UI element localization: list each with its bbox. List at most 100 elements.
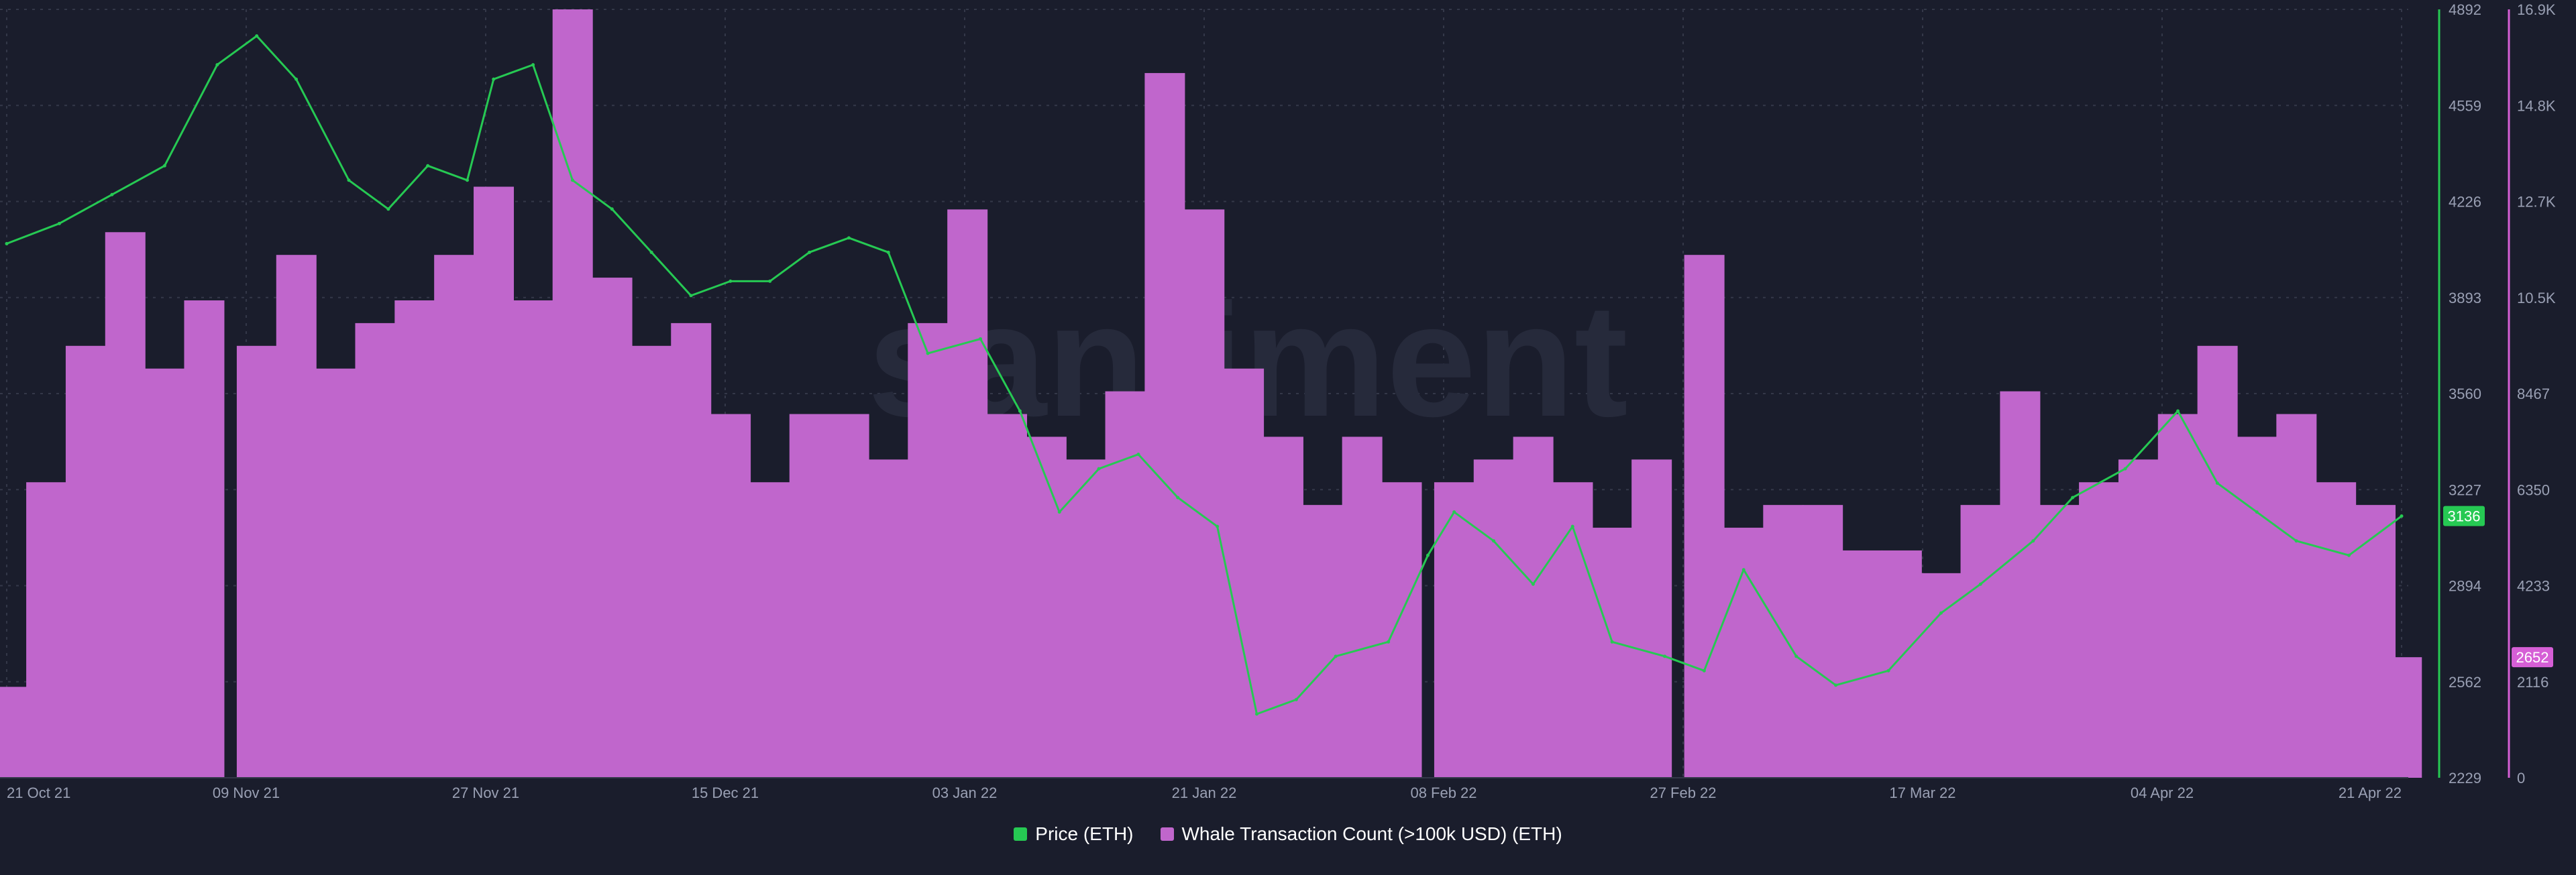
whale-bar [2276,414,2317,778]
left-axis-tick-label: 4892 [2449,1,2481,18]
whale-bar [184,300,225,778]
price-point [926,351,930,355]
price-point [1097,467,1101,471]
x-tick-label: 21 Apr 22 [2339,784,2402,801]
right-axis-tick-label: 12.7K [2517,194,2556,211]
whale-bar [236,345,277,778]
x-tick-label: 08 Feb 22 [1410,784,1477,801]
whale-bar [1065,459,1106,778]
x-tick-labels: 21 Oct 21 09 Nov 21 27 Nov 21 15 Dec 21 03 J… [7,784,2402,801]
price-point [689,294,693,298]
whale-bar [1881,550,1922,778]
x-tick-label: 09 Nov 21 [213,784,280,801]
price-point [466,178,470,182]
price-point [1254,712,1258,716]
price-point [2031,539,2035,543]
whale-bar [987,414,1028,778]
price-point [386,207,390,211]
whale-bar [1105,391,1146,778]
price-point [1978,582,1982,586]
price-point [531,63,535,67]
legend-label-price: Price (ETH) [1035,823,1134,844]
right-axis-tick-label: 8467 [2517,386,2550,402]
whale-bar [631,345,672,778]
left-axis-tick-labels: 4892 4559 4226 3893 3560 3227 2894 2562 2229 [2449,1,2481,786]
whale-bar [552,9,593,778]
whale-bar [1224,368,1265,778]
legend-item-whale[interactable]: Whale Transaction Count (>100k USD) (ETH… [1160,823,1562,845]
price-point [347,178,351,182]
price-point [2294,539,2298,543]
price-point [255,34,259,38]
whale-bar [315,368,356,778]
whale-bar [868,459,909,778]
right-axis-tick-label: 6350 [2517,481,2550,498]
whale-bar [908,323,949,778]
whale-bar [2316,482,2357,778]
left-axis-tick-label: 3560 [2449,386,2481,402]
price-point [1018,409,1022,413]
price-point [2347,553,2351,557]
whale-bar [1960,505,2001,778]
whale-bar [1763,505,1804,778]
whale-bar [2381,657,2422,778]
whale-bar [474,186,515,778]
x-tick-label: 27 Feb 22 [1650,784,1716,801]
price-point [1057,510,1061,514]
price-point [294,77,299,81]
x-tick-label: 15 Dec 21 [692,784,759,801]
price-point [886,250,890,254]
whale-bar [105,232,146,778]
price-point [215,63,219,67]
left-axis-tick-label: 3893 [2449,290,2481,306]
x-tick-label: 03 Jan 22 [932,784,998,801]
whale-bar [0,687,28,778]
right-axis-tick-labels: 16.9K 14.8K 12.7K 10.5K 8467 6350 4233 2116 0 [2517,1,2556,786]
whale-bar [2079,482,2120,778]
whale-bar [710,414,751,778]
legend-item-price[interactable]: Price (ETH) [1014,823,1134,845]
price-point [2123,467,2127,471]
price-point [1136,453,1140,457]
price-point [162,164,166,168]
whale-bar [434,255,475,778]
price-point [1216,524,1220,528]
price-point [808,250,812,254]
price-point [2071,495,2075,500]
whale-bar [828,414,869,778]
price-point [1334,654,1338,658]
price-point [1426,553,1430,557]
price-point [1294,697,1298,701]
right-axis-tick-label: 14.8K [2517,97,2556,114]
left-axis-tick-label: 2894 [2449,578,2481,595]
price-point [847,236,851,240]
current-value-badges: 3136 2652 [2443,506,2553,668]
whale-bar [1381,482,1422,778]
whale-bar [513,300,553,778]
whale-bar [1842,550,1883,778]
price-value-badge [2443,506,2485,526]
price-point [426,164,430,168]
whale-value-badge-text: 2652 [2516,649,2549,666]
whale-bar [789,414,830,778]
price-point [2176,409,2180,413]
whale-bar [394,300,435,778]
whale-bar [26,482,67,778]
price-point [1834,683,1838,687]
whale-bar [1592,528,1633,778]
price-swatch-icon [1014,827,1028,841]
x-tick-label: 27 Nov 21 [452,784,519,801]
price-point [1702,668,1706,673]
left-axis-tick-label: 2562 [2449,674,2481,691]
whale-bar [276,255,317,778]
whale-bar [2157,414,2198,778]
x-tick-label: 04 Apr 22 [2131,784,2194,801]
whale-bar [1723,528,1764,778]
price-point [570,178,574,182]
whale-bar [947,209,988,778]
right-axis-tick-label: 2116 [2517,674,2548,691]
legend: Price (ETH) Whale Transaction Count (>10… [0,823,2576,845]
whale-bar [1302,505,1343,778]
